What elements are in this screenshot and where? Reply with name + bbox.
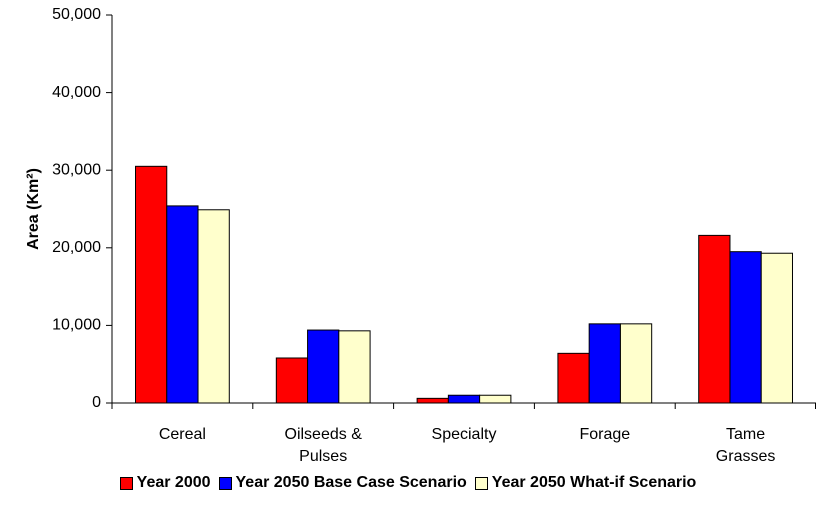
- x-tick-label: Forage: [579, 426, 631, 443]
- legend-item: Year 2050 Base Case Scenario: [218, 474, 467, 492]
- y-tick-label: 40,000: [52, 84, 101, 101]
- bar: [447, 394, 481, 404]
- y-tick-label: 0: [92, 394, 101, 411]
- y-tick-label: 50,000: [52, 6, 101, 23]
- bar: [166, 205, 199, 404]
- y-tick-label: 30,000: [52, 161, 101, 178]
- x-tick-label: Specialty: [431, 426, 497, 443]
- bar: [275, 357, 309, 404]
- bar: [135, 165, 168, 404]
- bar: [307, 329, 340, 404]
- legend-item: Year 2000: [119, 474, 211, 492]
- legend-swatch: [218, 476, 232, 490]
- bar: [760, 252, 793, 404]
- y-axis-title: Area (Km²): [25, 168, 42, 250]
- x-tick-label: Tame Grasses: [715, 426, 776, 465]
- bar: [729, 251, 762, 404]
- legend-label: Year 2050 What-if Scenario: [491, 474, 697, 491]
- x-tick-label: Oilseeds & Pulses: [284, 426, 362, 465]
- y-tick-label: 10,000: [52, 317, 101, 334]
- bar: [619, 323, 653, 404]
- legend: Year 2000 Year 2050 Base Case Scenario Yea…: [0, 474, 816, 492]
- bar: [416, 397, 449, 404]
- x-tick-label: Cereal: [158, 426, 206, 443]
- legend-swatch: [119, 476, 133, 490]
- legend-label: Year 2050 Base Case Scenario: [235, 474, 467, 491]
- bar: [698, 234, 731, 404]
- bar: [338, 330, 371, 404]
- legend-label: Year 2000: [136, 474, 211, 491]
- bar: [197, 209, 230, 404]
- bar: [479, 394, 512, 404]
- legend-swatch: [474, 476, 488, 490]
- bar: [588, 323, 621, 404]
- bar: [557, 352, 590, 404]
- y-tick-label: 20,000: [52, 239, 101, 256]
- legend-item: Year 2050 What-if Scenario: [474, 474, 697, 492]
